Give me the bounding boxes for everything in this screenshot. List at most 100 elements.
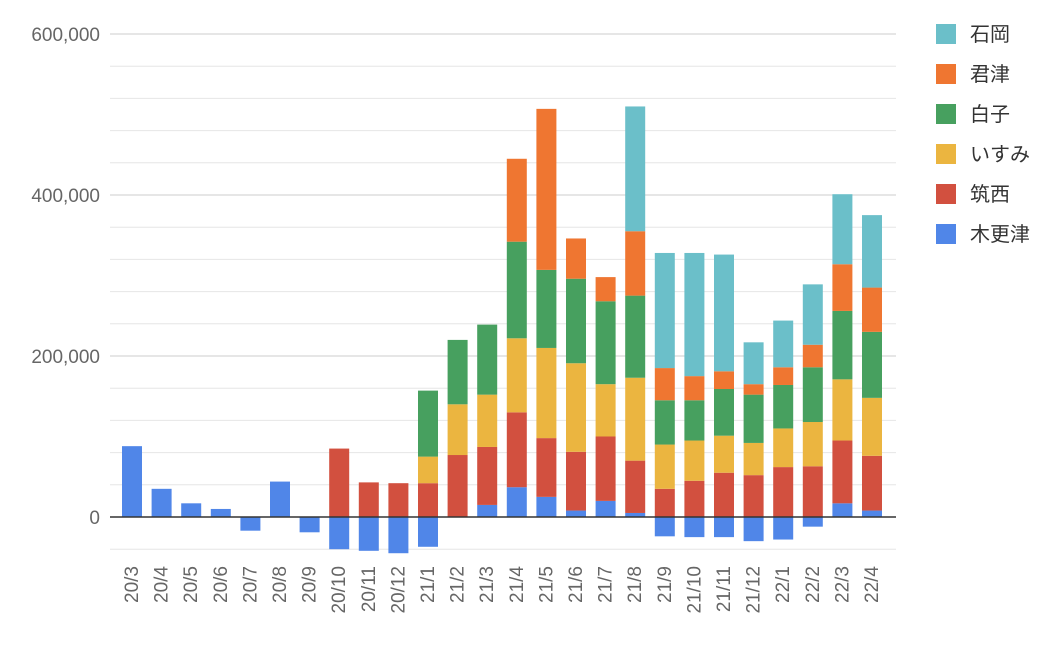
bar-segment: [714, 389, 734, 436]
x-tick-label: 21/8: [625, 566, 646, 603]
bar-segment: [625, 295, 646, 378]
bar-segment: [595, 500, 616, 517]
bar-segment: [447, 455, 468, 517]
bar-segment: [477, 446, 498, 505]
x-tick-label: 21/10: [684, 566, 705, 614]
bar-segment: [684, 517, 705, 538]
x-tick-label: 20/11: [359, 566, 380, 612]
bar-segment: [240, 517, 261, 531]
bar-segment: [506, 241, 527, 339]
bar-segment: [714, 472, 734, 517]
x-tick-label: 21/9: [655, 566, 676, 603]
bar-segment: [684, 376, 705, 401]
bar-segment: [506, 412, 527, 488]
bar-segment: [270, 481, 290, 517]
bar-segment: [654, 368, 675, 401]
bar-segment: [832, 503, 853, 517]
legend-swatch: [936, 224, 956, 244]
bar-segment: [566, 451, 586, 511]
legend-swatch: [936, 144, 956, 164]
bar-segment: [536, 269, 557, 348]
bar-segment: [832, 310, 853, 380]
bar-segment: [832, 379, 853, 441]
bar-segment: [684, 440, 705, 481]
bar-segment: [684, 252, 705, 377]
x-tick-label: 21/4: [507, 566, 528, 603]
legend-swatch: [936, 184, 956, 204]
bar-segment: [595, 436, 616, 501]
bar-segment: [566, 510, 586, 517]
bar-segment: [832, 264, 853, 311]
bar-segment: [447, 339, 468, 405]
bar-segment: [299, 517, 320, 533]
bars: [122, 106, 882, 554]
bar-segment: [536, 108, 557, 270]
y-tick-label: 600,000: [31, 25, 100, 46]
bar-segment: [447, 404, 468, 456]
bar-segment: [477, 324, 498, 395]
legend-label: 白子: [970, 102, 1010, 126]
bar-segment: [358, 482, 379, 517]
bar-segment: [566, 278, 586, 364]
legend-swatch: [936, 64, 956, 84]
bar-segment: [714, 435, 734, 473]
legend-label: 筑西: [970, 182, 1010, 206]
bar-segment: [832, 194, 853, 265]
bar-segment: [654, 517, 675, 537]
x-tick-label: 20/6: [211, 566, 232, 603]
bar-segment: [210, 508, 231, 517]
gridlines: [110, 33, 896, 550]
bar-segment: [536, 438, 557, 497]
bar-segment: [388, 517, 409, 554]
bar-segment: [862, 397, 882, 456]
bar-segment: [802, 422, 823, 467]
bar-segment: [743, 384, 764, 395]
bar-segment: [743, 342, 764, 385]
bar-segment: [536, 496, 557, 517]
x-tick-label: 20/7: [240, 566, 261, 603]
bar-segment: [418, 517, 438, 547]
bar-segment: [566, 363, 586, 452]
bar-segment: [388, 483, 409, 517]
x-tick-label: 21/12: [744, 566, 765, 614]
legend-label: 君津: [970, 62, 1010, 86]
bar-segment: [862, 215, 882, 288]
x-tick-label: 21/7: [596, 566, 617, 603]
y-tick-label: 200,000: [31, 347, 100, 368]
bar-segment: [802, 344, 823, 368]
x-tick-label: 21/2: [448, 566, 469, 603]
x-tick-label: 20/9: [300, 566, 321, 603]
bar-segment: [684, 400, 705, 441]
x-tick-label: 22/3: [832, 566, 853, 603]
x-tick-label: 21/1: [418, 566, 439, 603]
x-tick-label: 22/1: [773, 566, 794, 603]
bar-segment: [506, 487, 527, 517]
bar-segment: [329, 448, 350, 517]
bar-segment: [654, 488, 675, 517]
bar-segment: [773, 320, 794, 368]
bar-segment: [714, 254, 734, 372]
bar-segment: [714, 371, 734, 390]
x-tick-label: 22/4: [862, 566, 883, 603]
bar-segment: [418, 390, 438, 457]
axes: 0 200,000 400,000 600,000 20/3 20/4 20/5 20/6 20…: [31, 25, 896, 614]
bar-segment: [773, 428, 794, 468]
bar-segment: [536, 347, 557, 439]
bar-segment: [773, 367, 794, 385]
x-tick-label: 20/4: [152, 566, 173, 603]
bar-segment: [743, 442, 764, 476]
x-tick-label: 20/8: [270, 566, 291, 603]
x-tick-label: 22/2: [803, 566, 824, 603]
legend-swatch: [936, 24, 956, 44]
bar-segment: [477, 394, 498, 447]
bar-segment: [802, 517, 823, 527]
bar-segment: [862, 287, 882, 332]
legend-swatch: [936, 104, 956, 124]
bar-segment: [832, 440, 853, 504]
x-tick-label: 20/3: [122, 566, 143, 603]
bar-segment: [773, 384, 794, 429]
bar-segment: [743, 394, 764, 443]
